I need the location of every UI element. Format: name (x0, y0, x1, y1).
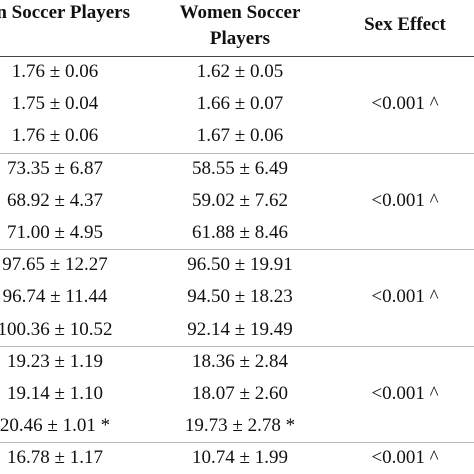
header-sex-effect: Sex Effect (364, 14, 446, 35)
men-value: 100.36 ± 10.52 (0, 318, 113, 340)
men-value: 20.46 ± 1.01 * (0, 415, 111, 437)
sex-effect: <0.001 ^ (371, 383, 439, 404)
header-women: Women Soccer Players (179, 2, 301, 49)
women-value: 18.07 ± 2.60 (192, 383, 288, 404)
sex-effect: <0.001 ^ (371, 447, 439, 469)
sex-effect: <0.001 ^ (371, 93, 439, 115)
group-rule (0, 152, 474, 154)
women-value: 1.66 ± 0.07 (196, 93, 284, 115)
header-rule (0, 56, 474, 57)
men-value: 19.23 ± 1.19 (7, 350, 103, 372)
women-value: 92.14 ± 19.49 (187, 318, 293, 340)
sex-effect: <0.001 ^ (371, 286, 439, 308)
group-rule (0, 442, 474, 444)
men-value: 19.14 ± 1.10 (7, 383, 103, 404)
men-value: 68.92 ± 4.37 (7, 189, 103, 211)
women-value: 96.50 ± 19.91 (187, 254, 293, 276)
group-rule (0, 345, 474, 347)
women-value: 10.74 ± 1.99 (192, 447, 288, 469)
men-value: 97.65 ± 12.27 (2, 254, 108, 276)
men-value: 1.75 ± 0.04 (11, 93, 99, 115)
men-value: 1.76 ± 0.06 (11, 61, 99, 82)
women-value: 1.62 ± 0.05 (196, 61, 284, 82)
women-value: 94.50 ± 18.23 (187, 286, 293, 308)
men-value: 73.35 ± 6.87 (7, 157, 103, 179)
women-value: 1.67 ± 0.06 (196, 125, 284, 147)
men-value: 96.74 ± 11.44 (2, 286, 108, 308)
header-men: Men Soccer Players (0, 2, 131, 23)
men-value: 16.78 ± 1.17 (7, 447, 103, 469)
sex-effect: <0.001 ^ (371, 189, 439, 211)
women-value: 61.88 ± 8.46 (192, 222, 288, 243)
women-value: 58.55 ± 6.49 (192, 157, 288, 179)
group-rule (0, 249, 474, 251)
men-value: 1.76 ± 0.06 (11, 125, 99, 147)
women-value: 18.36 ± 2.84 (192, 350, 288, 372)
women-value: 19.73 ± 2.78 * (184, 415, 296, 437)
men-value: 71.00 ± 4.95 (7, 222, 103, 243)
women-value: 59.02 ± 7.62 (192, 189, 288, 211)
